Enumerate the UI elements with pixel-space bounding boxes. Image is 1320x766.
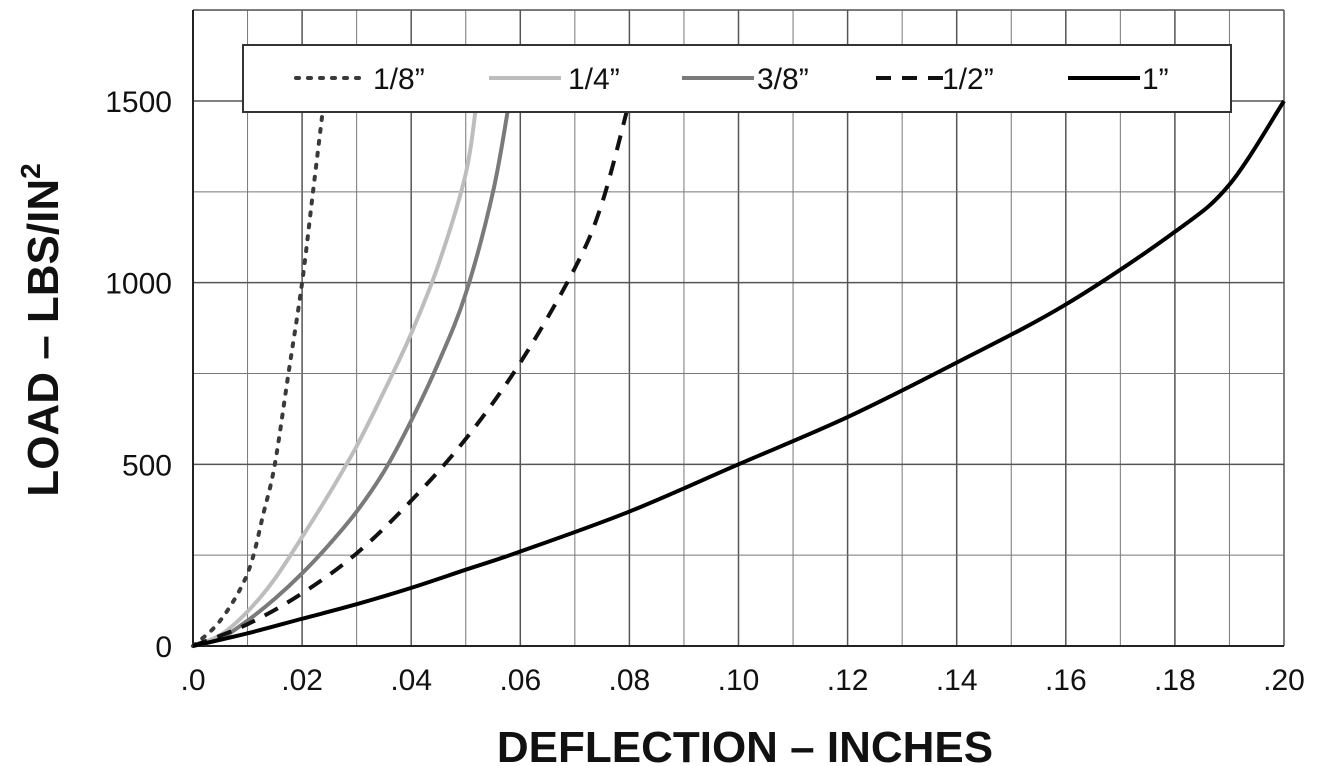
- x-tick-label: .0: [180, 664, 205, 697]
- y-axis-title-main: LOAD – LBS/IN: [19, 179, 68, 497]
- x-tick-label: .10: [718, 664, 760, 697]
- legend: 1/8” 1/4” 3/8” 1/2” 1”: [242, 44, 1232, 113]
- x-tick-label: .14: [936, 664, 978, 697]
- series-line-1: [191, 99, 326, 648]
- series-line-2: [192, 100, 479, 648]
- x-tick-label: .12: [827, 664, 869, 697]
- grid: [192, 9, 1285, 647]
- series-line-4: [192, 100, 632, 648]
- legend-label-1: 1/8”: [373, 63, 425, 96]
- y-tick-label: 500: [122, 449, 172, 482]
- legend-label-4: 1/2”: [942, 63, 994, 96]
- x-tick-label: .18: [1154, 664, 1196, 697]
- x-tick-label: .20: [1263, 664, 1305, 697]
- y-axis-title: LOAD – LBS/IN2: [15, 163, 68, 496]
- series-layer: [191, 99, 1286, 648]
- legend-label-2: 1/4”: [568, 63, 620, 96]
- x-axis-title: DEFLECTION – INCHES: [497, 723, 993, 766]
- x-tick-label: .08: [609, 664, 651, 697]
- x-tick-label: .04: [390, 664, 432, 697]
- x-tick-label: .06: [499, 664, 541, 697]
- y-tick-labels: 0 500 1000 1500: [105, 86, 172, 664]
- x-tick-labels: .0 .02 .04 .06 .08 .10 .12 .14 .16 .18 .20: [180, 664, 1304, 697]
- legend-label-5: 1”: [1142, 63, 1169, 96]
- legend-label-3: 3/8”: [757, 63, 809, 96]
- x-tick-label: .16: [1045, 664, 1087, 697]
- y-tick-label: 0: [155, 631, 172, 664]
- x-tick-label: .02: [281, 664, 323, 697]
- y-tick-label: 1000: [105, 268, 172, 301]
- series-line-3: [192, 100, 512, 648]
- y-tick-label: 1500: [105, 86, 172, 119]
- y-axis-title-sup: 2: [15, 163, 46, 179]
- series-line-5: [192, 99, 1286, 648]
